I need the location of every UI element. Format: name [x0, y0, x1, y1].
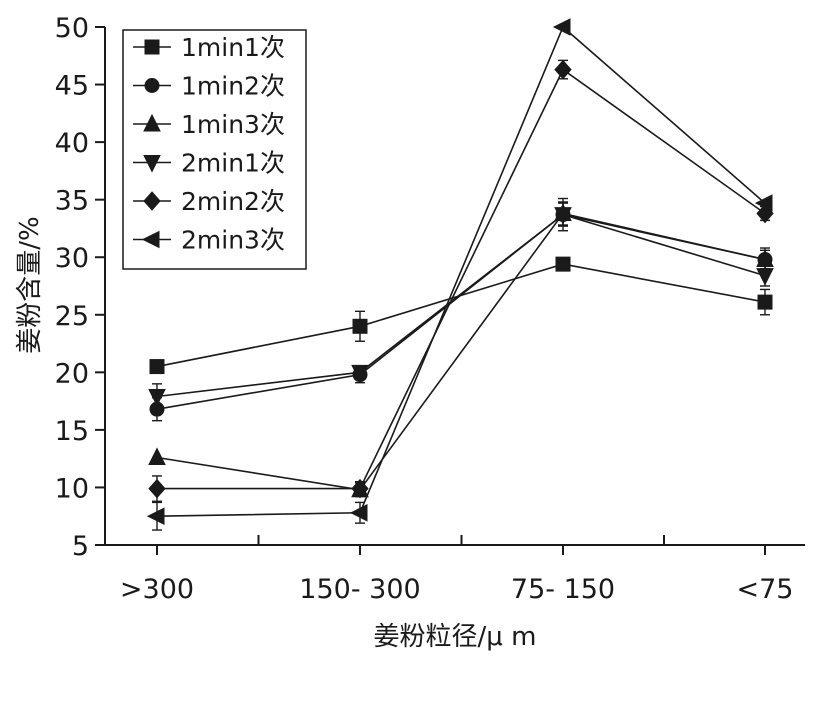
marker-triangle-left — [754, 194, 773, 212]
marker-triangle-left — [146, 507, 165, 526]
x-tick-label: 150- 300 — [299, 574, 420, 605]
legend-label: 2min3次 — [181, 226, 285, 255]
series-line — [156, 25, 766, 518]
marker-square — [757, 294, 773, 310]
marker-diamond — [351, 478, 369, 499]
x-tick-label: >300 — [120, 574, 194, 605]
legend-item: 1min3次 — [133, 110, 285, 139]
y-axis-title: 姜粉含量/% — [15, 216, 45, 353]
marker-triangle-left — [349, 503, 368, 522]
legend-item: 2min3次 — [133, 226, 285, 255]
marker-triangle-down — [351, 364, 369, 383]
marker-triangle-up — [148, 447, 166, 466]
marker-triangle-up — [143, 113, 161, 132]
marker-diamond — [148, 478, 166, 499]
marker-triangle-left — [552, 18, 571, 36]
marker-diamond — [143, 191, 161, 211]
y-tick-label: 50 — [55, 13, 89, 44]
legend-label: 1min2次 — [181, 72, 285, 101]
marker-square — [144, 39, 160, 55]
series-5 — [148, 59, 774, 502]
series-layer — [146, 18, 774, 531]
marker-triangle-left — [141, 230, 160, 249]
legend: 1min1次 1min2次 1min3次 2min1次 2min2次 2min3次 — [122, 29, 307, 270]
legend-label: 1min3次 — [181, 110, 285, 139]
marker-square — [149, 359, 165, 375]
series-4 — [148, 202, 774, 410]
y-tick-label: 25 — [55, 301, 89, 332]
series-line — [157, 68, 766, 490]
series-6 — [146, 18, 773, 531]
legend-box — [122, 29, 307, 270]
y-tick-label: 40 — [55, 128, 89, 159]
marker-triangle-down — [554, 207, 572, 225]
legend-item: 1min2次 — [133, 72, 285, 101]
axes: 5 10 15 20 25 30 35 40 45 50 >300 150- 300 75- 150 <7… — [55, 13, 805, 605]
marker-square — [555, 256, 571, 272]
y-tick-label: 15 — [55, 416, 89, 447]
x-axis-title: 姜粉粒径/μ m — [374, 622, 537, 652]
marker-circle — [144, 78, 160, 93]
legend-label: 2min1次 — [181, 149, 285, 178]
marker-square — [352, 318, 368, 334]
y-tick-label: 10 — [55, 473, 89, 504]
legend-label: 1min1次 — [181, 33, 285, 62]
y-tick-label: 45 — [55, 71, 89, 102]
y-tick-label: 30 — [55, 243, 89, 274]
marker-triangle-down — [143, 155, 161, 173]
x-tick-label: 75- 150 — [511, 574, 615, 605]
legend-item: 1min1次 — [133, 33, 285, 62]
marker-diamond — [554, 59, 572, 80]
legend-label: 2min2次 — [181, 187, 285, 216]
series-line — [156, 213, 766, 398]
marker-triangle-down — [148, 389, 166, 407]
series-line — [156, 212, 766, 491]
y-tick-label: 35 — [55, 186, 89, 217]
x-tick-label: <75 — [737, 574, 794, 605]
legend-item: 2min1次 — [133, 149, 285, 178]
y-tick-label: 20 — [55, 358, 89, 389]
legend-item: 2min2次 — [133, 187, 285, 216]
series-1 — [149, 256, 773, 375]
y-tick-label: 5 — [72, 531, 89, 562]
marker-triangle-down — [756, 268, 774, 286]
